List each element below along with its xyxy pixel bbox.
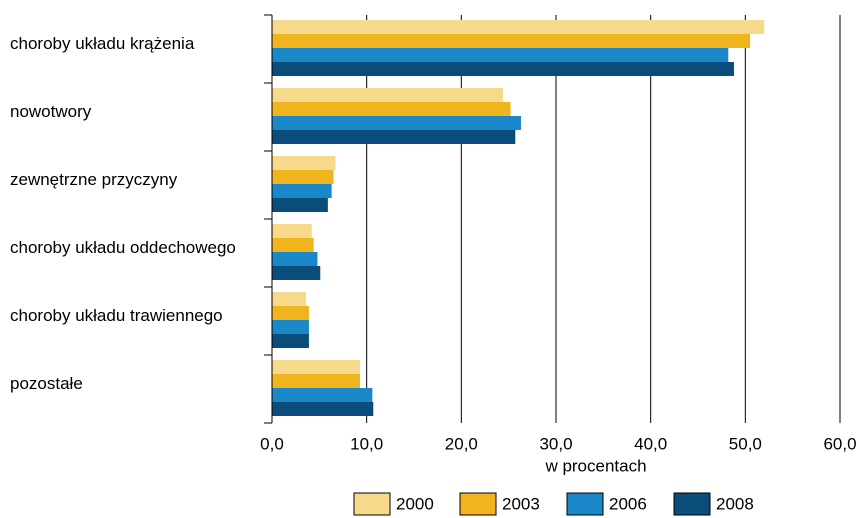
x-axis-label: w procentach	[544, 456, 646, 475]
bar	[272, 238, 314, 252]
bar	[272, 102, 511, 116]
bar	[272, 388, 373, 402]
x-tick-label: 50,0	[729, 434, 762, 453]
bar	[272, 156, 336, 170]
bar	[272, 198, 328, 212]
x-tick-label: 0,0	[260, 434, 284, 453]
x-tick-label: 10,0	[350, 434, 383, 453]
y-tick-label: pozostałe	[10, 374, 83, 393]
legend-label: 2003	[502, 494, 540, 513]
bar	[272, 20, 765, 34]
y-tick-label: choroby układu oddechowego	[10, 238, 236, 257]
legend-swatch	[673, 492, 711, 516]
bar	[272, 62, 734, 76]
bar	[272, 360, 361, 374]
bar	[272, 130, 516, 144]
legend-swatch	[353, 492, 391, 516]
bar	[272, 292, 307, 306]
y-tick-label: zewnętrzne przyczyny	[10, 170, 178, 189]
legend-swatch	[566, 492, 604, 516]
y-tick-label: choroby układu krążenia	[10, 34, 195, 53]
bar	[272, 184, 332, 198]
legend-label: 2006	[609, 494, 647, 513]
bar	[272, 88, 503, 102]
legend-label: 2008	[716, 494, 754, 513]
bar	[272, 320, 309, 334]
legend-swatch	[459, 492, 497, 516]
bar	[272, 170, 334, 184]
bar	[272, 402, 374, 416]
bar	[272, 334, 309, 348]
x-tick-label: 30,0	[539, 434, 572, 453]
bar	[272, 224, 312, 238]
y-tick-label: choroby układu trawiennego	[10, 306, 223, 325]
bar	[272, 116, 521, 130]
bar	[272, 374, 361, 388]
bar	[272, 252, 318, 266]
bar	[272, 306, 309, 320]
x-tick-label: 20,0	[445, 434, 478, 453]
y-tick-label: nowotwory	[10, 102, 92, 121]
bar	[272, 266, 321, 280]
bar	[272, 48, 729, 62]
legend-label: 2000	[396, 494, 434, 513]
bar	[272, 34, 751, 48]
x-tick-label: 60,0	[823, 434, 856, 453]
x-tick-label: 40,0	[634, 434, 667, 453]
